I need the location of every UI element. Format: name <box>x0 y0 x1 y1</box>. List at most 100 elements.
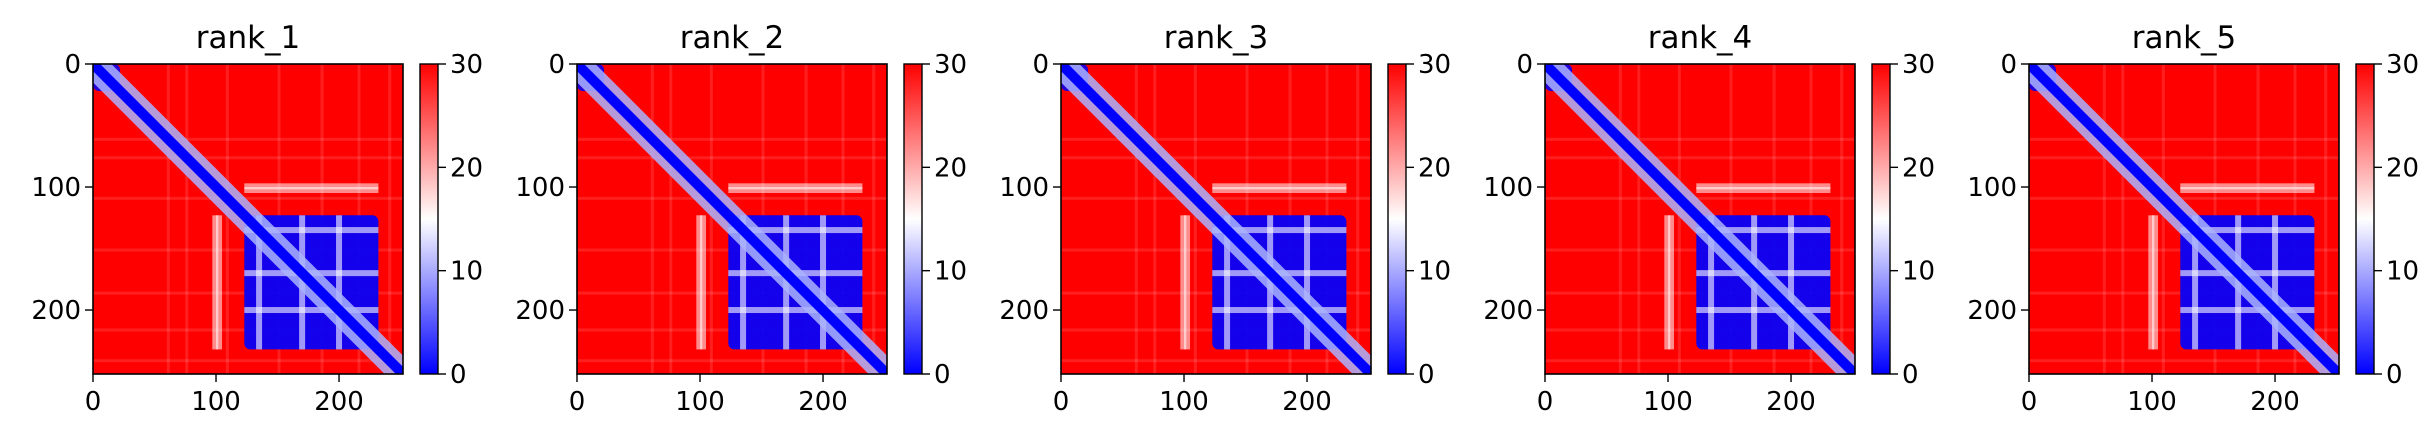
colorbar-gradient <box>2356 64 2374 374</box>
heatmap-image <box>2029 64 2339 374</box>
colorbar-tick-label: 10 <box>1418 257 1451 287</box>
heatmap-streak-v-1 <box>185 64 189 374</box>
x-tick-label: 200 <box>2250 387 2300 417</box>
subdomain-line-v-2 <box>256 215 263 350</box>
x-tick-label: 200 <box>798 387 848 417</box>
subdomain-line-v-4 <box>2272 215 2279 350</box>
heatmap-streak-v-2 <box>225 64 229 374</box>
colorbar-gradient <box>420 64 438 374</box>
colorbar-tick-label: 20 <box>450 153 483 183</box>
x-tick-label: 0 <box>1053 387 1070 417</box>
colorbar-tick-label: 20 <box>934 153 967 183</box>
colorbar-tick-label: 30 <box>450 50 483 80</box>
transition-strip-h-0 <box>1212 183 1347 190</box>
x-tick-label: 200 <box>314 387 364 417</box>
heatmap-streak-v-0 <box>650 64 654 374</box>
transition-strip-v-0 <box>212 215 219 350</box>
diagonal-band <box>1061 64 1371 374</box>
colorbar-tick-label: 20 <box>1418 153 1451 183</box>
colorbar-tick-label: 20 <box>2386 153 2419 183</box>
axes-frame <box>1544 63 1856 375</box>
x-tick-label: 0 <box>85 387 102 417</box>
heatmap-streak-v-2 <box>1677 64 1681 374</box>
heatmap-image <box>93 64 403 374</box>
diagonal-band <box>577 64 887 374</box>
y-tick-label: 100 <box>515 173 565 203</box>
subdomain-line-h-2 <box>728 227 863 234</box>
heatmap-streak-v-2 <box>709 64 713 374</box>
heatmap-streak-v-1 <box>1637 64 1641 374</box>
x-tick-label: 200 <box>1282 387 1332 417</box>
chart-title: rank_2 <box>680 20 785 56</box>
heatmap-streak-h-2 <box>1061 196 1371 200</box>
axes-frame <box>1060 63 1372 375</box>
subdomain-line-h-4 <box>2180 307 2315 314</box>
heatmap-streak-h-1 <box>577 156 887 160</box>
heatmap-streak-h-6 <box>2029 359 2339 363</box>
transition-strip-h-1 <box>2180 187 2315 194</box>
y-tick-label: 0 <box>1032 50 1049 80</box>
transition-strip-h-1 <box>1696 187 1831 194</box>
colorbar-tick-label: 10 <box>1902 257 1935 287</box>
heatmap-streak-v-6 <box>872 64 876 374</box>
heatmap-streak-h-6 <box>1545 359 1855 363</box>
colorbar-tick-label: 30 <box>1418 50 1451 80</box>
diagonal-band <box>1545 64 1855 374</box>
colorbar-tick-label: 10 <box>934 257 967 287</box>
y-tick-label: 100 <box>1967 173 2017 203</box>
heatmap-streak-h-0 <box>1061 137 1371 141</box>
chart-panel-3: rank_3 0 100 200 0 100 200 0 10 20 30 <box>999 20 1451 417</box>
heatmap-streak-v-2 <box>2161 64 2165 374</box>
subdomain-line-v-2 <box>740 215 747 350</box>
heatmap-streak-v-1 <box>669 64 673 374</box>
subdomain-line-h-4 <box>1212 307 1347 314</box>
diagonal-band <box>93 64 403 374</box>
colorbar-gradient <box>1872 64 1890 374</box>
heatmap-streak-h-1 <box>93 156 403 160</box>
chart-title: rank_4 <box>1648 20 1753 56</box>
y-tick-label: 100 <box>1483 173 1533 203</box>
colorbar-tick-label: 20 <box>1902 153 1935 183</box>
heatmap-streak-h-0 <box>1545 137 1855 141</box>
transition-strip-v-1 <box>1184 215 1191 350</box>
colorbar-frame <box>1871 63 1891 375</box>
chart-title: rank_3 <box>1164 20 1269 56</box>
transition-strip-v-0 <box>2148 215 2155 350</box>
colorbar-frame <box>1387 63 1407 375</box>
colorbar-tick-label: 0 <box>1418 360 1435 390</box>
colorbar-tick-label: 0 <box>450 360 467 390</box>
x-tick-label: 100 <box>2127 387 2177 417</box>
diagonal-band <box>2029 64 2339 374</box>
axes-frame <box>92 63 404 375</box>
subdomain-line-v-4 <box>336 215 343 350</box>
x-tick-label: 200 <box>1766 387 1816 417</box>
colorbar-gradient <box>904 64 922 374</box>
subdomain-line-h-2 <box>1212 227 1347 234</box>
y-tick-label: 200 <box>31 296 81 326</box>
subdomain-line-h-4 <box>1696 307 1831 314</box>
colorbar-tick-label: 30 <box>1902 50 1935 80</box>
chart-panel-4: rank_4 0 100 200 0 100 200 0 10 20 30 <box>1483 20 1935 417</box>
transition-strip-h-1 <box>728 187 863 194</box>
x-tick-label: 100 <box>1643 387 1693 417</box>
transition-strip-v-0 <box>1180 215 1187 350</box>
x-tick-label: 100 <box>1159 387 1209 417</box>
heatmap-streak-v-6 <box>388 64 392 374</box>
chart-title: rank_1 <box>196 20 301 56</box>
heatmap-image <box>1545 64 1855 374</box>
heatmap-image <box>577 64 887 374</box>
colorbar-tick-label: 0 <box>934 360 951 390</box>
y-tick-label: 200 <box>515 296 565 326</box>
heatmap-streak-v-6 <box>2324 64 2328 374</box>
subdomain-line-h-2 <box>1696 227 1831 234</box>
heatmap-streak-v-0 <box>166 64 170 374</box>
y-tick-label: 100 <box>999 173 1049 203</box>
transition-strip-h-0 <box>2180 183 2315 190</box>
y-tick-label: 0 <box>2000 50 2017 80</box>
heatmap-streak-v-0 <box>2102 64 2106 374</box>
subdomain-line-v-4 <box>820 215 827 350</box>
heatmap-streak-h-0 <box>577 137 887 141</box>
x-tick-label: 0 <box>1537 387 1554 417</box>
x-tick-label: 100 <box>191 387 241 417</box>
heatmap-streak-v-6 <box>1840 64 1844 374</box>
